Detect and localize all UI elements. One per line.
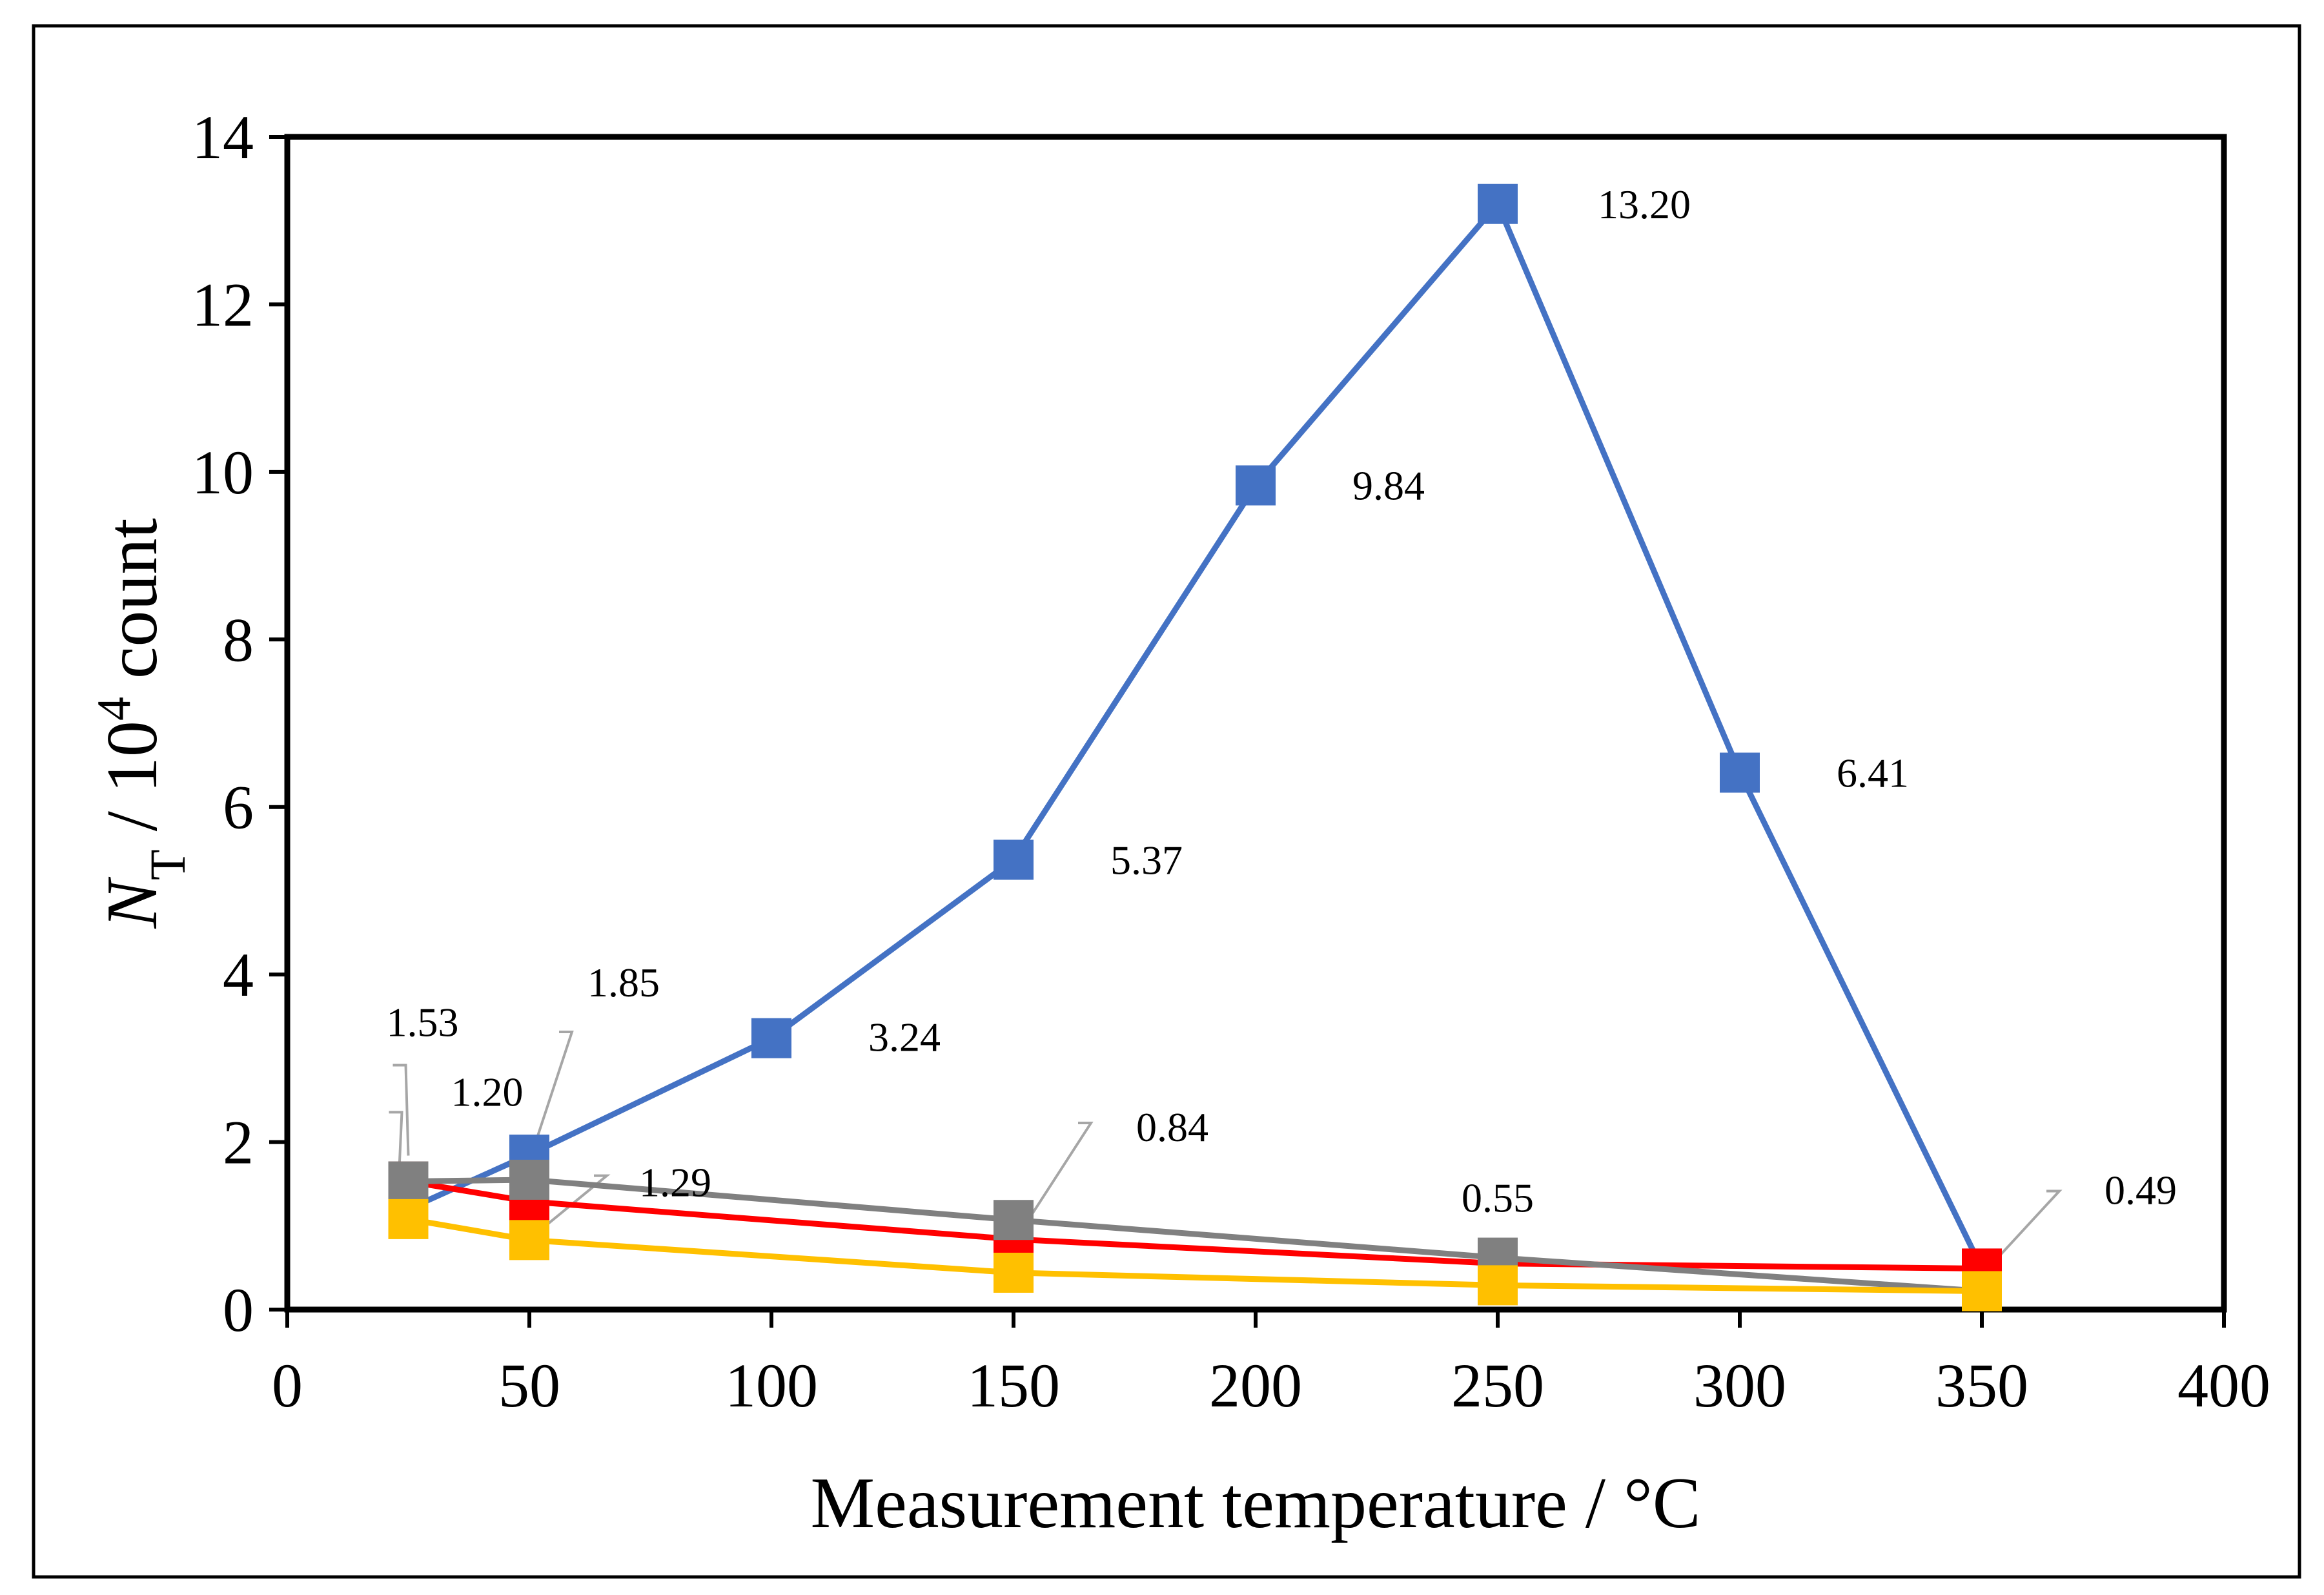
x-tick-label: 250 — [1451, 1351, 1544, 1420]
x-tick-label: 300 — [1693, 1351, 1786, 1420]
series-0-point — [751, 1018, 791, 1058]
leader-lines — [389, 1031, 2063, 1276]
series-3-point — [509, 1220, 549, 1261]
y-axis-title-symbol: N — [92, 877, 172, 929]
series-line-0 — [407, 201, 1985, 1270]
y-tick-label: 8 — [223, 605, 254, 674]
x-tick-label: 150 — [967, 1351, 1060, 1420]
x-tick-label: 400 — [2177, 1351, 2270, 1420]
y-axis-title: NT / 104 count — [88, 518, 196, 929]
series-0-point — [1720, 752, 1760, 793]
data-label: 13.20 — [1598, 181, 1691, 227]
x-tick-label: 350 — [1935, 1351, 2028, 1420]
leader-line — [1981, 1189, 2063, 1276]
y-tick-label: 4 — [223, 940, 254, 1009]
data-label: 9.84 — [1352, 463, 1425, 509]
series-2-point — [388, 1161, 429, 1202]
y-tick-label: 2 — [223, 1108, 254, 1177]
series-layer — [388, 183, 2002, 1312]
series-2-point — [509, 1159, 549, 1200]
series-0-point — [994, 839, 1034, 880]
y-axis-title-middle: / 10 — [92, 721, 172, 849]
series-0-point — [1478, 183, 1518, 224]
series-3-point — [388, 1199, 429, 1239]
x-tick-label: 100 — [725, 1351, 818, 1420]
series-0-point — [1236, 465, 1276, 506]
y-tick-label: 0 — [223, 1275, 254, 1344]
leader-line — [535, 1174, 611, 1235]
x-tick-label: 0 — [272, 1351, 303, 1420]
figure-border — [32, 24, 2301, 1579]
data-label: 1.20 — [451, 1069, 524, 1115]
leader-line — [392, 1064, 410, 1156]
series-3-point — [994, 1252, 1034, 1293]
y-axis-title-unit: count — [92, 518, 172, 697]
data-labels: 1.53 1.20 1.85 1.29 3.24 5.37 0.84 9.84 13.20 0.5… — [387, 181, 2177, 1221]
data-label: 1.85 — [587, 960, 660, 1005]
series-3-point — [1962, 1271, 2002, 1312]
y-axis-title-superscript: 4 — [88, 697, 141, 721]
y-axis-title-subscript: T — [139, 849, 196, 880]
data-label: 6.41 — [1837, 750, 1909, 796]
series-3-point — [1478, 1265, 1518, 1306]
y-tick-label: 10 — [192, 438, 254, 507]
series-2-point — [994, 1200, 1034, 1240]
data-label: 0.55 — [1462, 1175, 1534, 1221]
leader-line — [535, 1031, 574, 1142]
data-label: 3.24 — [868, 1014, 941, 1060]
data-label: 0.49 — [2105, 1167, 2177, 1213]
leader-line — [1019, 1122, 1094, 1234]
y-tick-label: 6 — [223, 773, 254, 842]
x-axis-title: Measurement temperature / °C — [811, 1463, 1701, 1543]
data-label: 1.29 — [639, 1160, 711, 1206]
x-tick-label: 50 — [498, 1351, 560, 1420]
y-tick-label: 14 — [192, 103, 254, 172]
y-axis: 0 2 4 6 8 10 12 14 — [192, 103, 287, 1344]
data-label: 1.53 — [387, 1000, 459, 1045]
data-label: 5.37 — [1110, 837, 1183, 883]
y-tick-label: 12 — [192, 270, 254, 339]
data-label: 0.84 — [1136, 1104, 1208, 1150]
x-axis: 0 50 100 150 200 250 300 350 400 — [272, 1310, 2270, 1420]
x-tick-label: 200 — [1209, 1351, 1302, 1420]
